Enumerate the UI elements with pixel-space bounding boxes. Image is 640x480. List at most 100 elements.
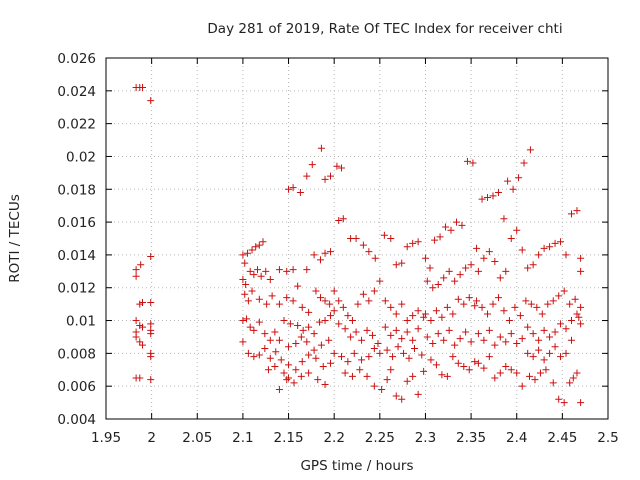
data-point	[275, 266, 283, 274]
data-point	[266, 336, 274, 344]
data-point	[489, 192, 497, 200]
data-point	[421, 254, 429, 262]
data-point	[369, 331, 377, 339]
y-tick-label: 0.01	[66, 314, 96, 330]
data-point	[557, 320, 565, 328]
x-tick-label: 1.95	[91, 430, 121, 446]
data-point	[280, 369, 288, 377]
data-point	[147, 97, 155, 105]
data-point	[462, 264, 470, 272]
data-point	[327, 359, 335, 367]
data-point	[480, 364, 488, 372]
data-point	[480, 336, 488, 344]
data-point	[139, 323, 147, 331]
data-point	[473, 297, 481, 305]
data-point	[452, 218, 460, 226]
data-point	[241, 290, 249, 298]
data-point	[239, 338, 247, 346]
data-point	[326, 300, 334, 308]
y-tick-label: 0.02	[66, 149, 96, 165]
data-point	[337, 164, 345, 172]
data-point	[454, 359, 462, 367]
data-point	[283, 294, 291, 302]
data-point	[427, 317, 435, 325]
data-point	[474, 330, 482, 338]
data-point	[549, 297, 557, 305]
data-point	[239, 276, 247, 284]
data-point	[316, 294, 324, 302]
data-point	[573, 310, 581, 318]
data-point	[485, 326, 493, 334]
data-point	[303, 266, 311, 274]
data-point	[567, 317, 575, 325]
data-point	[494, 189, 502, 197]
data-point	[294, 321, 302, 329]
x-tick-label: 2.35	[456, 430, 486, 446]
data-point	[370, 344, 378, 352]
data-point	[147, 376, 155, 384]
data-point	[529, 353, 537, 361]
data-point	[436, 233, 444, 241]
data-point	[381, 323, 389, 331]
data-point	[305, 308, 313, 316]
data-point	[440, 274, 448, 282]
data-point	[454, 295, 462, 303]
data-point	[259, 238, 267, 246]
data-point	[414, 390, 422, 398]
data-point	[271, 328, 279, 336]
data-point	[392, 326, 400, 334]
data-point	[445, 267, 453, 275]
data-point	[285, 185, 293, 193]
data-point	[478, 303, 486, 311]
data-point	[356, 366, 364, 374]
data-point	[239, 317, 247, 325]
data-point	[312, 287, 320, 295]
data-point	[371, 254, 379, 262]
data-point	[443, 372, 451, 380]
data-point	[387, 235, 395, 242]
data-point	[577, 267, 585, 275]
data-point	[440, 336, 448, 344]
data-point	[544, 300, 552, 308]
data-point	[347, 333, 355, 341]
data-point	[494, 294, 502, 302]
data-point	[474, 359, 482, 367]
data-point	[524, 264, 532, 272]
data-point	[551, 239, 559, 247]
data-point	[283, 267, 291, 275]
data-point	[571, 295, 579, 303]
data-point	[321, 297, 329, 305]
data-point	[566, 379, 574, 387]
data-point	[299, 326, 307, 334]
data-point	[387, 331, 395, 339]
data-point	[458, 221, 466, 229]
data-point	[429, 284, 437, 292]
data-point	[262, 267, 270, 275]
plot-frame	[105, 57, 609, 420]
data-point	[266, 276, 274, 284]
data-point	[398, 335, 406, 343]
data-point	[339, 215, 347, 223]
data-point	[297, 333, 305, 341]
data-point	[275, 385, 283, 393]
data-point	[365, 248, 373, 256]
data-point	[535, 336, 543, 344]
data-point	[327, 312, 335, 320]
data-point	[524, 349, 532, 357]
data-point	[420, 367, 428, 375]
data-point	[562, 251, 570, 259]
data-point	[405, 354, 413, 362]
data-point	[515, 174, 523, 182]
data-point	[280, 317, 288, 325]
data-point	[398, 300, 406, 308]
data-point	[335, 216, 343, 224]
data-point	[321, 381, 329, 389]
data-point	[380, 231, 388, 239]
data-point	[456, 335, 464, 343]
y-tick-label: 0.022	[57, 117, 96, 133]
x-tick-labels: 1.95 2 2.05 2.1 2.15 2.2 2.25 2.3 2.35 2.4 2.45 2.5	[91, 430, 619, 446]
data-point	[575, 313, 583, 321]
data-point	[241, 259, 249, 267]
data-point	[460, 300, 468, 308]
data-point	[432, 307, 440, 315]
